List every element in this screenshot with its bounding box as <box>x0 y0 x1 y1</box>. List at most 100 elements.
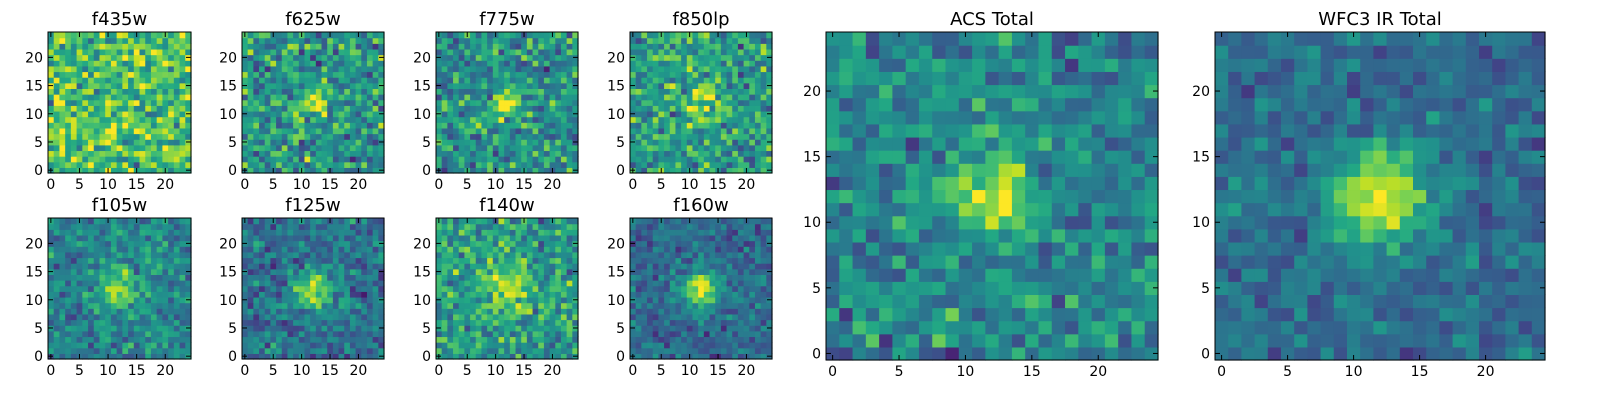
heatmap-cell <box>185 257 192 264</box>
heatmap-cell <box>128 37 135 44</box>
heatmap-cell <box>526 240 534 247</box>
heatmap-cell <box>481 234 488 242</box>
heatmap-cell <box>732 54 739 61</box>
heatmap-cell <box>686 319 694 326</box>
heatmap-cell <box>560 291 568 298</box>
heatmap-cell <box>355 234 362 242</box>
heatmap-cell <box>264 32 271 39</box>
heatmap-cell <box>156 77 163 84</box>
heatmap-cell <box>48 99 55 106</box>
heatmap-cell <box>287 167 294 174</box>
heatmap-cell <box>492 330 500 338</box>
heatmap-cell <box>355 116 362 123</box>
heatmap-cell <box>538 116 545 123</box>
heatmap-cell <box>572 342 579 349</box>
heatmap-cell <box>70 285 78 292</box>
heatmap-cell <box>447 325 454 332</box>
heatmap-cell <box>754 144 762 152</box>
heatmap-cell <box>709 161 716 168</box>
heatmap-cell <box>259 144 266 152</box>
heatmap-cell <box>110 156 118 163</box>
heatmap-cell <box>298 330 306 338</box>
heatmap-cell <box>521 94 528 101</box>
heatmap-cell <box>692 110 699 118</box>
heatmap-cell <box>88 319 95 326</box>
heatmap-cell <box>128 161 135 168</box>
heatmap-cell <box>156 99 163 106</box>
heatmap-cell <box>253 139 260 146</box>
heatmap-cell <box>93 77 101 84</box>
heatmap-cell <box>572 313 579 321</box>
heatmap-cell <box>315 54 323 61</box>
heatmap-cell <box>349 43 357 50</box>
heatmap-cell <box>327 60 334 67</box>
heatmap-cell <box>281 342 289 349</box>
heatmap-cell <box>88 60 95 67</box>
heatmap-cell <box>538 313 545 321</box>
heatmap-cell <box>65 71 72 78</box>
heatmap-cell <box>242 342 249 349</box>
heatmap-cell <box>521 234 528 242</box>
heatmap-cell <box>766 105 773 112</box>
heatmap-cell <box>453 167 460 174</box>
heatmap-cell <box>549 274 556 281</box>
heatmap-cell <box>366 353 374 360</box>
heatmap-cell <box>287 274 294 281</box>
heatmap-cell <box>447 274 454 281</box>
heatmap-cell <box>185 65 192 73</box>
heatmap-cell <box>521 296 528 304</box>
heatmap-cell <box>504 139 511 146</box>
heatmap-cell <box>128 133 135 140</box>
heatmap-cell <box>93 330 101 338</box>
heatmap-cell <box>504 229 511 236</box>
heatmap-cell <box>447 229 454 236</box>
heatmap-cell <box>105 268 112 275</box>
heatmap-cell <box>647 99 654 106</box>
heatmap-cell <box>270 37 277 44</box>
heatmap-cell <box>630 274 637 281</box>
heatmap-cell <box>498 144 505 152</box>
heatmap-cell <box>504 319 511 326</box>
heatmap-cell <box>652 144 659 152</box>
heatmap-cell <box>304 156 311 163</box>
heatmap-cell <box>242 133 249 140</box>
heatmap-cell <box>82 88 89 95</box>
heatmap-cell <box>766 342 773 349</box>
heatmap-cell <box>715 105 722 112</box>
heatmap-cell <box>168 167 175 174</box>
heatmap-cell <box>139 77 146 84</box>
heatmap-cell <box>447 99 454 106</box>
heatmap-cell <box>572 32 579 39</box>
heatmap-cell <box>99 263 106 270</box>
heatmap-cell <box>99 99 106 106</box>
heatmap-cell <box>179 43 186 50</box>
heatmap-cell <box>253 229 260 236</box>
heatmap-cell <box>338 133 345 140</box>
heatmap-cell <box>509 65 517 73</box>
heatmap-cell <box>464 77 471 84</box>
heatmap-cell <box>93 110 101 118</box>
heatmap-cell <box>332 105 340 112</box>
heatmap-cell <box>447 218 454 225</box>
heatmap-cell <box>53 263 61 270</box>
heatmap-cell <box>366 319 374 326</box>
heatmap-cell <box>270 308 277 315</box>
y-tick-label: 15 <box>413 79 431 95</box>
heatmap-cell <box>349 94 357 101</box>
heatmap-cell <box>543 229 551 236</box>
heatmap-cell <box>543 37 551 44</box>
heatmap-cell <box>572 319 579 326</box>
heatmap-cell <box>703 325 711 332</box>
heatmap-cell <box>572 161 579 168</box>
heatmap-cell <box>304 60 311 67</box>
heatmap-cell <box>173 353 181 360</box>
heatmap-cell <box>458 251 465 259</box>
heatmap-cell <box>264 342 271 349</box>
heatmap-cell <box>475 246 483 253</box>
heatmap-cell <box>270 116 277 123</box>
heatmap-cell <box>93 308 101 315</box>
heatmap-cell <box>270 43 277 50</box>
heatmap-cell <box>293 268 300 275</box>
heatmap-cell <box>281 302 289 309</box>
heatmap-cell <box>720 308 728 315</box>
